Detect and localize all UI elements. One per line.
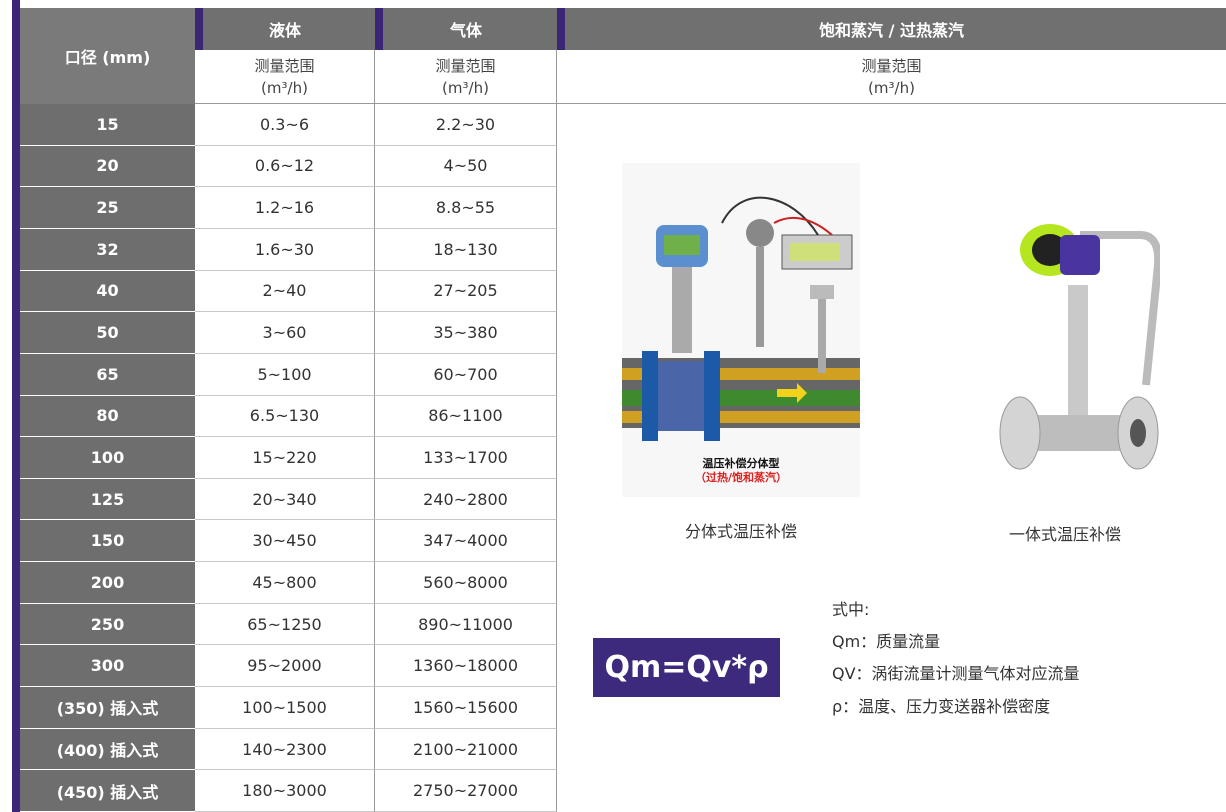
diameter-cell: 200 — [20, 562, 195, 604]
diameter-cell: 65 — [20, 353, 195, 396]
gas-cell: 347~4000 — [375, 520, 557, 563]
formula-note: 式中: — [832, 600, 870, 619]
range-label: 测量范围 — [435, 56, 496, 75]
gas-cell: 8.8~55 — [375, 187, 557, 229]
liquid-cell: 6.5~130 — [195, 395, 375, 438]
gas-cell: 27~205 — [375, 270, 557, 313]
liquid-cell: 100~1500 — [195, 687, 375, 729]
liquid-cell: 95~2000 — [195, 645, 375, 688]
formula-note: QV：涡街流量计测量气体对应流量 — [832, 664, 1080, 683]
liquid-cell: 3~60 — [195, 312, 375, 354]
gas-cell: 4~50 — [375, 145, 557, 188]
unit: (m³/h) — [868, 78, 915, 97]
gas-cell: 240~2800 — [375, 478, 557, 521]
column-header: 饱和蒸汽 / 过热蒸汽 — [557, 8, 1226, 50]
integrated-type-image — [999, 224, 1160, 470]
diameter-cell: 15 — [20, 104, 195, 146]
liquid-cell: 2~40 — [195, 270, 375, 313]
liquid-cell: 1.6~30 — [195, 228, 375, 271]
unit: (m³/h) — [442, 78, 489, 97]
gas-cell: 2100~21000 — [375, 728, 557, 771]
formula-box: Qm=Qv*ρ — [593, 638, 780, 697]
gas-cell: 35~380 — [375, 312, 557, 354]
diameter-cell: 125 — [20, 478, 195, 521]
column-header: 气体 — [375, 8, 557, 50]
diameter-cell: 150 — [20, 520, 195, 563]
diameter-cell: (350) 插入式 — [20, 687, 195, 729]
range-header: 测量范围 (m³/h) — [195, 50, 375, 104]
range-header: 测量范围 (m³/h) — [375, 50, 557, 104]
range-label: 测量范围 — [861, 56, 922, 75]
liquid-cell: 140~2300 — [195, 728, 375, 771]
image-label: 温压补偿分体型 — [703, 456, 780, 470]
formula-note: Qm：质量流量 — [832, 632, 941, 651]
header-accent — [195, 8, 203, 50]
left-accent — [12, 0, 20, 812]
header-accent — [375, 8, 383, 50]
liquid-cell: 20~340 — [195, 478, 375, 521]
gas-cell: 86~1100 — [375, 395, 557, 438]
diameter-cell: 20 — [20, 145, 195, 188]
header-accent — [557, 8, 565, 50]
diameter-cell: 32 — [20, 228, 195, 271]
liquid-cell: 180~3000 — [195, 770, 375, 812]
gas-cell: 18~130 — [375, 228, 557, 271]
diameter-cell: 40 — [20, 270, 195, 313]
diameter-header: 口径 (mm) — [20, 8, 195, 104]
figure-caption: 一体式温压补偿 — [1008, 525, 1121, 544]
diameter-cell: 80 — [20, 395, 195, 438]
image-label: （过热/饱和蒸汽） — [695, 470, 787, 484]
diameter-cell: 100 — [20, 437, 195, 479]
diameter-cell: 300 — [20, 645, 195, 688]
liquid-cell: 0.6~12 — [195, 145, 375, 188]
diameter-cell: (400) 插入式 — [20, 728, 195, 771]
range-label: 测量范围 — [254, 56, 315, 75]
split-type-image: 温压补偿分体型 （过热/饱和蒸汽） — [622, 163, 860, 497]
formula-note: ρ：温度、压力变送器补偿密度 — [832, 697, 1051, 716]
liquid-cell: 1.2~16 — [195, 187, 375, 229]
unit: (m³/h) — [261, 78, 308, 97]
diameter-cell: 250 — [20, 603, 195, 646]
diameter-cell: 50 — [20, 312, 195, 354]
liquid-cell: 15~220 — [195, 437, 375, 479]
diameter-cell: 25 — [20, 187, 195, 229]
gas-cell: 2.2~30 — [375, 104, 557, 146]
diameter-cell: (450) 插入式 — [20, 770, 195, 812]
gas-cell: 133~1700 — [375, 437, 557, 479]
range-header: 测量范围 (m³/h) — [557, 50, 1226, 104]
column-header: 液体 — [195, 8, 375, 50]
gas-cell: 1360~18000 — [375, 645, 557, 688]
gas-cell: 560~8000 — [375, 562, 557, 604]
liquid-cell: 5~100 — [195, 353, 375, 396]
liquid-cell: 0.3~6 — [195, 104, 375, 146]
gas-cell: 1560~15600 — [375, 687, 557, 729]
liquid-cell: 45~800 — [195, 562, 375, 604]
gas-cell: 2750~27000 — [375, 770, 557, 812]
liquid-cell: 65~1250 — [195, 603, 375, 646]
figure-caption: 分体式温压补偿 — [684, 522, 797, 541]
gas-cell: 890~11000 — [375, 603, 557, 646]
liquid-cell: 30~450 — [195, 520, 375, 563]
gas-cell: 60~700 — [375, 353, 557, 396]
